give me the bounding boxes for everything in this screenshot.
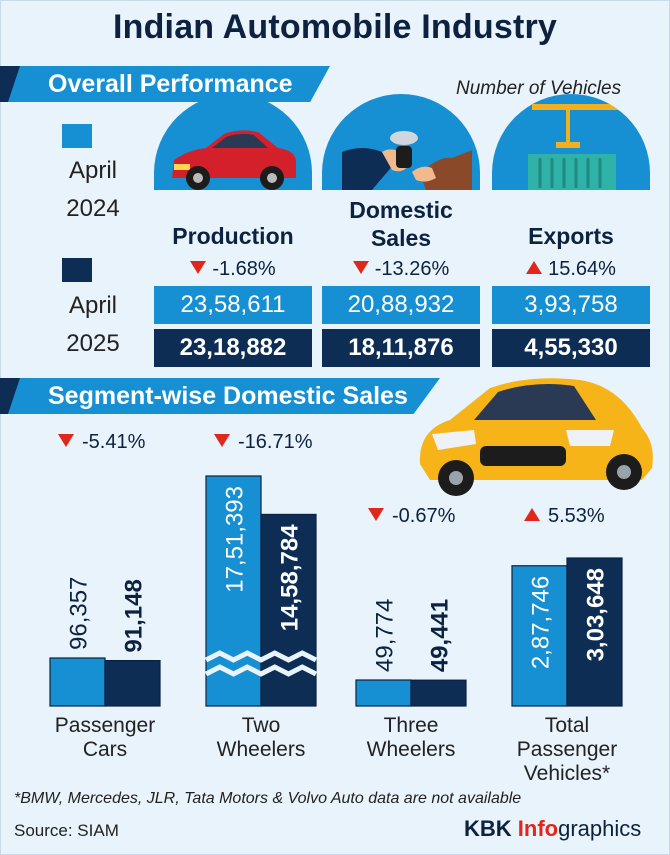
down-triangle-icon	[214, 434, 230, 447]
exports-label: Exports	[492, 222, 650, 250]
category-label-1-0: Two	[242, 714, 281, 737]
exports-change: 15.64%	[492, 258, 650, 281]
footnote: *BMW, Mercedes, JLR, Tata Motors & Volvo…	[14, 790, 522, 807]
production-label: Production	[154, 222, 312, 250]
bar-3-1	[566, 557, 623, 707]
bar-label-0-1: 91,148	[121, 579, 148, 652]
category-label-3-0: Total	[545, 714, 589, 737]
change-label-1: -16.71%	[238, 431, 313, 453]
bar-label-1-0: 17,51,393	[222, 486, 249, 593]
units-label: Number of Vehicles	[456, 78, 622, 99]
bar-label-1-1: 14,58,784	[277, 524, 304, 631]
domestic-change-value: -13.26%	[374, 258, 450, 280]
brand-part1: KBK	[464, 816, 518, 841]
bar-0-0	[49, 657, 106, 707]
exports-change-value: 15.64%	[548, 258, 616, 280]
legend-2025-line1: April	[68, 292, 117, 319]
bar-3-0	[511, 565, 568, 707]
change-label-3: 5.53%	[548, 505, 605, 527]
category-label-3-1: Passenger	[517, 738, 617, 761]
brand-part3: graphics	[558, 816, 642, 841]
brand-part2: Info	[517, 816, 559, 841]
bar-label-3-0: 2,87,746	[528, 576, 555, 669]
category-label-1-1: Wheelers	[217, 738, 306, 761]
segment-bar-chart: 96,357 91,148-5.41%PassengerCars17,51,393…	[49, 431, 623, 785]
category-label-3-2: Vehicles*	[524, 762, 610, 785]
bar-label-0-0: 96,357	[66, 577, 93, 650]
domestic-change: -13.26%	[322, 258, 480, 281]
legend-2024-line1: April	[68, 157, 117, 184]
exports-2024: 3,93,758	[492, 286, 650, 324]
up-triangle-icon	[526, 261, 543, 275]
category-label-2-1: Wheelers	[367, 738, 456, 761]
domestic-label: Domestic Sales	[322, 196, 480, 252]
domestic-label-line1: Domestic	[349, 197, 453, 223]
category-label-0-0: Passenger	[55, 714, 155, 737]
production-2025: 23,18,882	[154, 329, 312, 367]
bar-label-3-1: 3,03,648	[583, 568, 610, 661]
legend-2025-line2: 2025	[66, 330, 120, 357]
down-triangle-icon	[190, 261, 207, 275]
overall-banner: Overall Performance	[0, 66, 330, 102]
segment-heading: Segment-wise Domestic Sales	[48, 382, 408, 410]
change-label-2: -0.67%	[392, 505, 456, 527]
axis-break-0	[204, 650, 318, 663]
exports-label-line1: Exports	[528, 223, 614, 249]
overall-heading: Overall Performance	[48, 70, 293, 98]
legend-label-2024: April 2024	[38, 152, 148, 228]
production-change: -1.68%	[154, 258, 312, 281]
bar-2-1	[410, 679, 467, 707]
production-2024: 23,58,611	[154, 286, 312, 324]
yellow-car-icon	[419, 378, 653, 496]
segment-banner: Segment-wise Domestic Sales	[0, 378, 440, 414]
change-label-0: -5.41%	[82, 431, 146, 453]
down-triangle-icon	[58, 434, 74, 447]
brand-logo: KBK Infographics	[464, 816, 641, 842]
category-label-0-1: Cars	[83, 738, 127, 761]
up-triangle-icon	[524, 508, 540, 521]
legend-swatch-2025	[62, 258, 92, 282]
legend-swatch-2024	[62, 124, 92, 148]
legend-label-2025: April 2025	[38, 287, 148, 363]
category-label-2-0: Three	[384, 714, 439, 737]
domestic-2025: 18,11,876	[322, 329, 480, 367]
domestic-label-line2: Sales	[370, 225, 432, 251]
bar-0-1	[104, 659, 161, 707]
down-triangle-icon	[368, 508, 384, 521]
production-label-line1: Production	[172, 223, 294, 249]
source-label: Source: SIAM	[14, 821, 119, 840]
car-icon	[172, 130, 296, 190]
main-title: Indian Automobile Industry	[112, 8, 558, 46]
bar-label-2-1: 49,441	[427, 599, 454, 672]
exports-2025: 4,55,330	[492, 329, 650, 367]
shipping-container-icon	[528, 104, 622, 190]
production-change-value: -1.68%	[212, 258, 276, 280]
domestic-2024: 20,88,932	[322, 286, 480, 324]
legend-2024-line2: 2024	[66, 195, 120, 222]
bar-label-2-0: 49,774	[372, 599, 399, 672]
axis-break-1	[204, 664, 318, 677]
bar-2-0	[355, 679, 412, 707]
car-keys-icon	[342, 131, 472, 190]
down-triangle-icon	[352, 261, 369, 275]
